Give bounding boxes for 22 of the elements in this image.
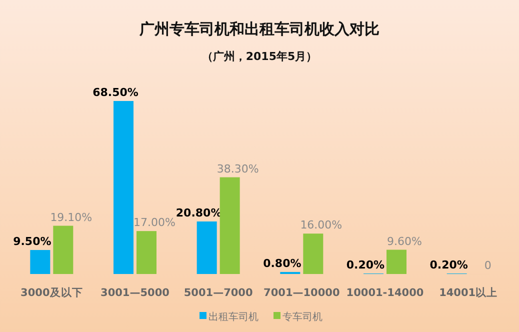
data-label: 0.80%	[263, 256, 302, 270]
legend-label: 出租车司机	[208, 311, 258, 323]
data-label: 9.60%	[387, 234, 422, 248]
data-label: 9.50%	[13, 235, 52, 248]
data-label: 0.20%	[346, 258, 385, 272]
data-label: 0.20%	[430, 258, 468, 272]
data-label: 38.30%	[216, 162, 259, 176]
data-label: 0	[484, 259, 492, 272]
chart-subtitle: （广州，2015年5月）	[202, 50, 318, 63]
x-tick-label: 3001—5000	[100, 287, 170, 299]
data-label: 16.00%	[300, 218, 342, 232]
x-tick-label: 14001以上	[439, 286, 498, 299]
legend-label: 专车司机	[282, 311, 322, 323]
data-label: 20.80%	[176, 206, 222, 220]
data-label: 17.00%	[134, 216, 176, 230]
x-tick-label: 5001—7000	[184, 287, 253, 299]
x-tick-label: 3000及以下	[20, 286, 83, 299]
chart-title: 广州专车司机和出租车司机收入对比	[138, 20, 380, 38]
data-label: 68.50%	[92, 86, 138, 99]
x-tick-label: 10001-14000	[346, 287, 424, 299]
data-label: 19.10%	[50, 210, 92, 224]
x-tick-label: 7001—10000	[264, 287, 340, 299]
